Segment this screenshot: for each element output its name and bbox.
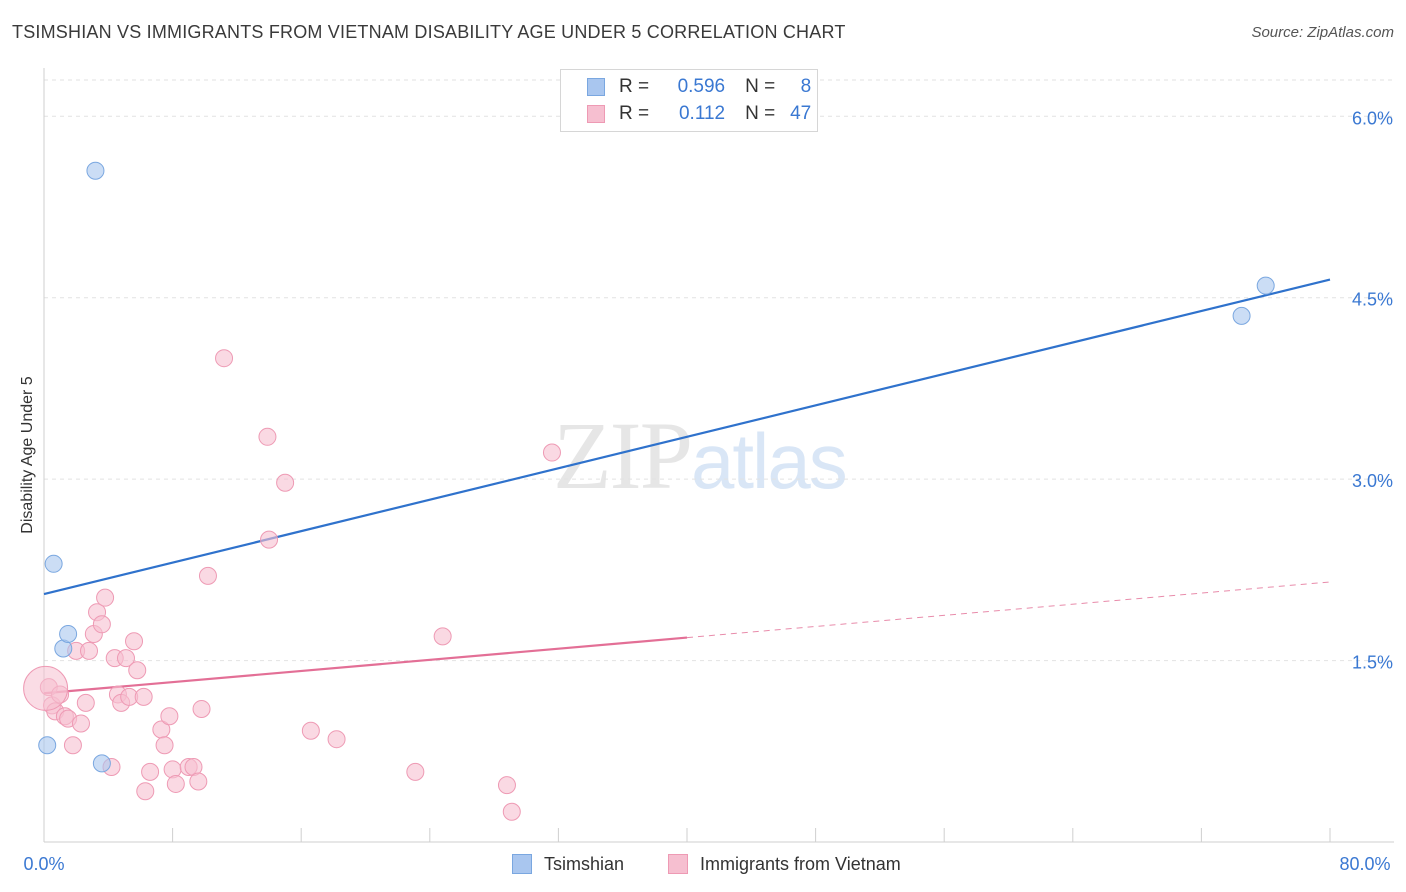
point-vietnam [136, 782, 155, 801]
y-tick-label: 6.0% [1352, 108, 1393, 128]
legend-swatch-vietnam [587, 105, 605, 123]
point-vietnam [80, 641, 99, 660]
y-tick-label: 4.5% [1352, 290, 1393, 310]
legend-label-vietnam: Immigrants from Vietnam [700, 853, 901, 874]
point-vietnam [189, 772, 208, 791]
r-label: R = [619, 103, 650, 124]
point-vietnam [198, 566, 217, 585]
point-vietnam [141, 762, 160, 781]
point-vietnam [502, 802, 521, 821]
n-label: N = [745, 103, 776, 124]
point-vietnam [116, 649, 135, 668]
point-vietnam [155, 736, 174, 755]
point-tsimshian [86, 161, 105, 180]
trend-line [43, 278, 1331, 596]
point-tsimshian [44, 554, 63, 573]
y-tick-label: 1.5% [1352, 653, 1393, 673]
trend-lines [43, 278, 1331, 695]
point-vietnam [327, 730, 346, 749]
x-tick-label: 80.0% [1339, 854, 1390, 874]
point-vietnam [406, 762, 425, 781]
point-vietnam [433, 627, 452, 646]
stats-legend-row-tsimshian: R = 0.596 N = 8 [587, 75, 811, 99]
tick-labels: 1.5% 3.0% 4.5% 6.0% 0.0% 80.0% [23, 108, 1393, 874]
r-value: 0.596 [677, 76, 726, 97]
n-value: 47 [790, 103, 812, 124]
legend-swatch-tsimshian [512, 854, 532, 874]
point-vietnam [63, 736, 82, 755]
point-tsimshian [38, 736, 57, 755]
point-vietnam [542, 443, 561, 462]
axes [43, 68, 1394, 843]
point-vietnam [276, 473, 295, 492]
watermark: ZIPatlas [553, 400, 848, 511]
stats-legend-row-vietnam: R = 0.112 N = 47 [587, 102, 811, 126]
point-vietnam [71, 714, 90, 733]
trend-line-solid [43, 636, 688, 695]
data-points [23, 161, 1275, 821]
point-vietnam [160, 707, 179, 726]
point-vietnam [260, 530, 279, 549]
legend-item-vietnam[interactable]: Immigrants from Vietnam [668, 852, 901, 876]
r-label: R = [619, 76, 650, 97]
y-axis-label: Disability Age Under 5 [19, 376, 36, 534]
point-tsimshian [1232, 306, 1251, 325]
point-vietnam [96, 588, 115, 607]
point-vietnam [215, 349, 234, 368]
grid-lines [44, 79, 1394, 662]
legend-label-tsimshian: Tsimshian [544, 853, 625, 874]
legend-swatch-vietnam [668, 854, 688, 874]
point-vietnam [76, 693, 95, 712]
point-vietnam [301, 721, 320, 740]
point-vietnam [125, 632, 144, 651]
watermark-zip: ZIP [553, 402, 693, 509]
trend-line-dashed [686, 581, 1331, 639]
point-tsimshian [92, 754, 111, 773]
stats-legend: R = 0.596 N = 8 R = 0.112 N = 47 [560, 69, 818, 132]
point-vietnam [192, 699, 211, 718]
chart-title: TSIMSHIAN VS IMMIGRANTS FROM VIETNAM DIS… [12, 22, 846, 42]
watermark-atlas: atlas [691, 417, 848, 505]
point-vietnam-cluster [23, 665, 69, 711]
point-vietnam [497, 776, 516, 795]
x-tick-label: 0.0% [23, 854, 64, 874]
n-label: N = [745, 76, 776, 97]
point-vietnam [258, 427, 277, 446]
point-tsimshian [1256, 276, 1275, 295]
point-vietnam [166, 774, 185, 793]
source-label: Source: ZipAtlas.com [1251, 24, 1394, 41]
point-vietnam [92, 615, 111, 634]
legend-swatch-tsimshian [587, 78, 605, 96]
point-vietnam [134, 687, 153, 706]
r-value: 0.112 [678, 103, 726, 124]
y-tick-label: 3.0% [1352, 471, 1393, 491]
point-vietnam [128, 661, 147, 680]
legend-item-tsimshian[interactable]: Tsimshian [512, 852, 624, 876]
point-tsimshian [59, 624, 78, 643]
n-value: 8 [800, 76, 812, 97]
